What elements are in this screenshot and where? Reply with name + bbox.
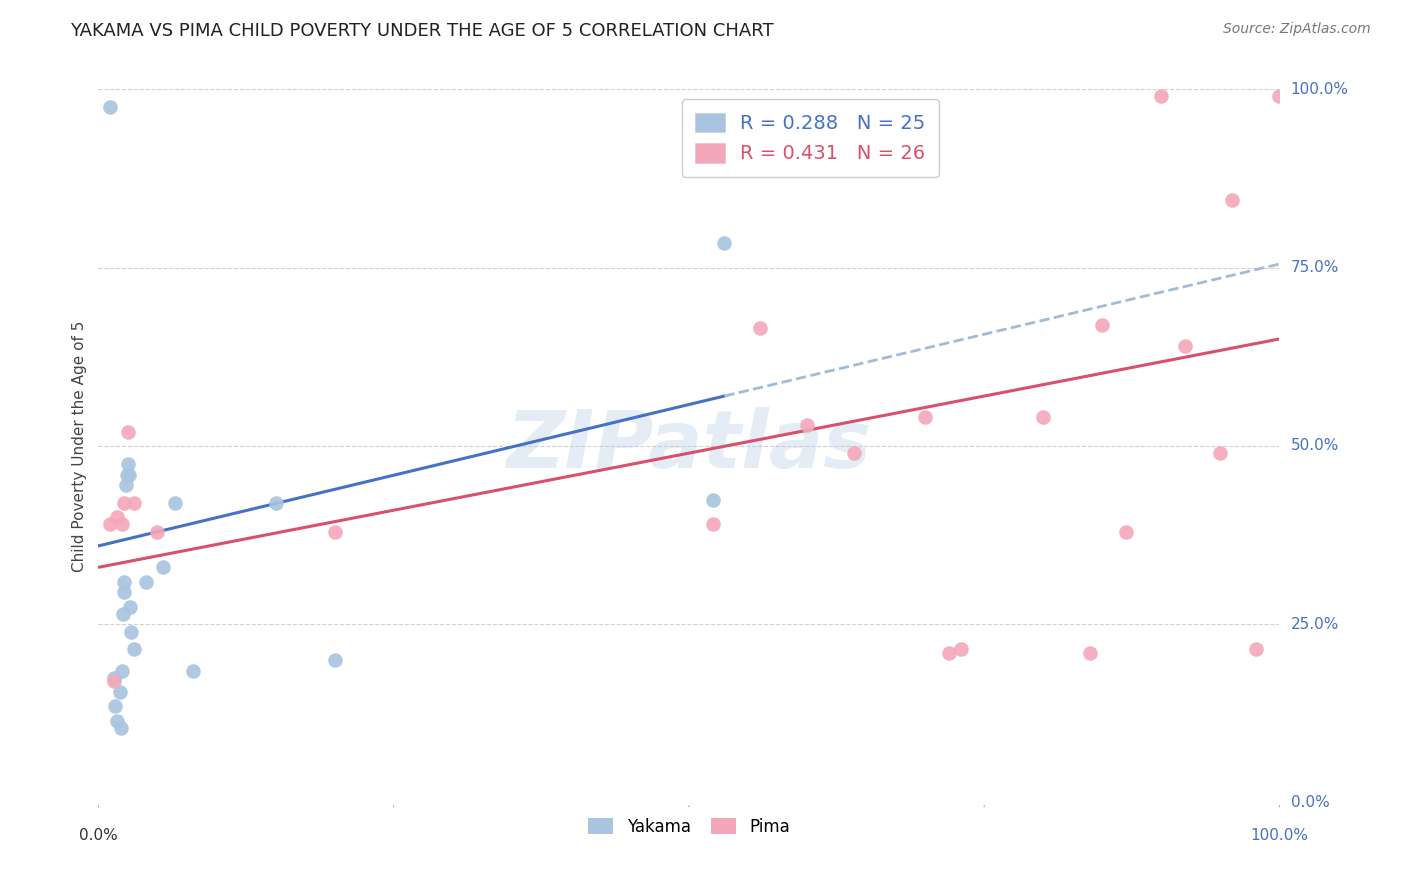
Text: 25.0%: 25.0%	[1291, 617, 1339, 632]
Text: 0.0%: 0.0%	[1291, 796, 1329, 810]
Point	[105, 510, 128, 524]
Point	[1115, 524, 1137, 539]
Point	[702, 517, 724, 532]
Text: 0.0%: 0.0%	[79, 828, 118, 843]
Point	[1244, 642, 1267, 657]
Point	[104, 699, 127, 714]
Point	[98, 100, 121, 114]
Text: ZIPatlas: ZIPatlas	[506, 407, 872, 485]
Point	[103, 674, 125, 689]
Text: 50.0%: 50.0%	[1291, 439, 1339, 453]
Point	[748, 321, 770, 335]
Point	[112, 585, 135, 599]
Point	[796, 417, 818, 432]
Point	[98, 517, 121, 532]
Point	[114, 478, 136, 492]
Point	[111, 664, 134, 678]
Text: Source: ZipAtlas.com: Source: ZipAtlas.com	[1223, 22, 1371, 37]
Text: YAKAMA VS PIMA CHILD POVERTY UNDER THE AGE OF 5 CORRELATION CHART: YAKAMA VS PIMA CHILD POVERTY UNDER THE A…	[70, 22, 773, 40]
Text: 100.0%: 100.0%	[1291, 82, 1348, 96]
Point	[323, 524, 346, 539]
Point	[105, 714, 128, 728]
Point	[1080, 646, 1102, 660]
Point	[120, 599, 142, 614]
Point	[118, 467, 141, 482]
Point	[103, 671, 125, 685]
Point	[1174, 339, 1197, 353]
Point	[1268, 89, 1291, 103]
Point	[713, 235, 735, 250]
Point	[117, 425, 139, 439]
Point	[146, 524, 169, 539]
Point	[122, 642, 145, 657]
Point	[181, 664, 204, 678]
Point	[135, 574, 157, 589]
Text: 75.0%: 75.0%	[1291, 260, 1339, 275]
Point	[323, 653, 346, 667]
Point	[111, 517, 134, 532]
Point	[1032, 410, 1054, 425]
Text: 100.0%: 100.0%	[1250, 828, 1309, 843]
Point	[108, 685, 131, 699]
Point	[152, 560, 174, 574]
Point	[914, 410, 936, 425]
Point	[1209, 446, 1232, 460]
Point	[117, 457, 139, 471]
Point	[1220, 193, 1243, 207]
Point	[121, 624, 143, 639]
Point	[112, 574, 135, 589]
Point	[702, 492, 724, 507]
Point	[1091, 318, 1114, 332]
Y-axis label: Child Poverty Under the Age of 5: Child Poverty Under the Age of 5	[72, 320, 87, 572]
Point	[122, 496, 145, 510]
Point	[112, 496, 135, 510]
Point	[165, 496, 187, 510]
Point	[112, 607, 135, 621]
Point	[844, 446, 866, 460]
Point	[264, 496, 287, 510]
Point	[949, 642, 972, 657]
Point	[115, 467, 138, 482]
Point	[1150, 89, 1173, 103]
Legend: Yakama, Pima: Yakama, Pima	[579, 810, 799, 845]
Point	[938, 646, 960, 660]
Point	[110, 721, 132, 735]
